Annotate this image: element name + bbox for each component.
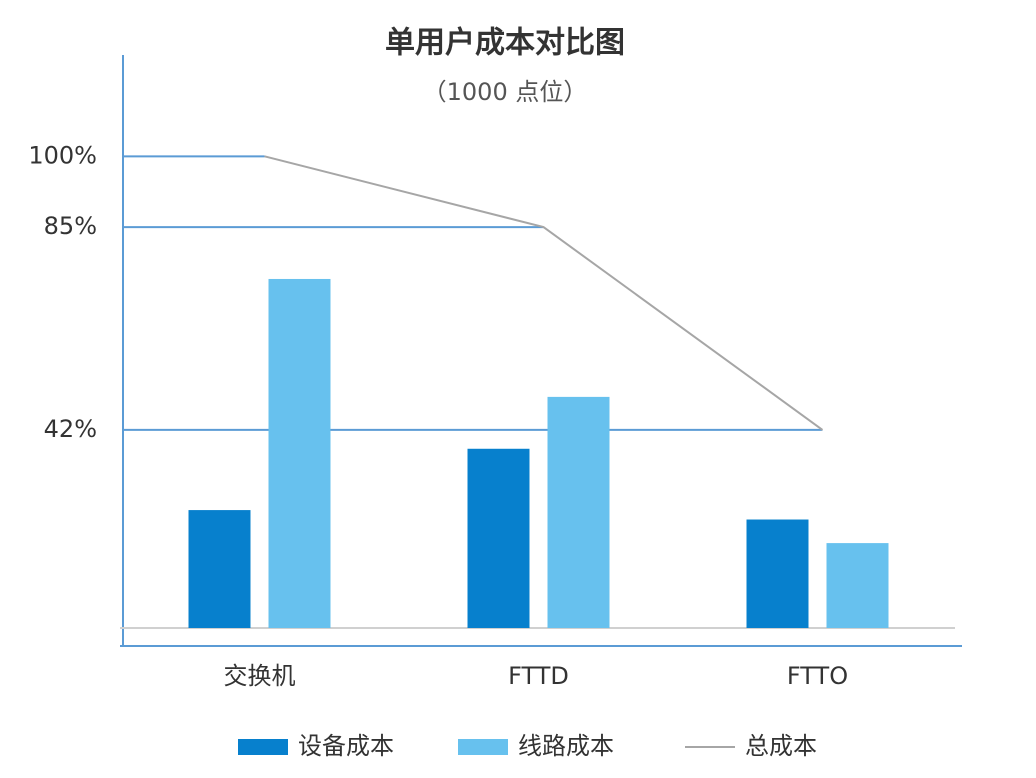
y-tick-label: 85% xyxy=(44,212,97,240)
legend-label: 设备成本 xyxy=(298,732,394,760)
chart-subtitle: （1000 点位） xyxy=(423,78,588,106)
legend-swatch xyxy=(238,739,288,755)
bar xyxy=(467,448,530,628)
y-tick-label: 100% xyxy=(28,141,97,169)
legend-swatch xyxy=(458,739,508,755)
x-tick-label: 交换机 xyxy=(224,662,296,690)
legend-label: 总成本 xyxy=(745,732,817,760)
x-tick-label: FTTD xyxy=(508,662,569,690)
bar xyxy=(746,519,809,628)
legend-label: 线路成本 xyxy=(518,732,614,760)
bar xyxy=(547,396,610,628)
x-tick-label: FTTO xyxy=(787,662,848,690)
y-tick-label: 42% xyxy=(44,415,97,443)
chart-title: 单用户成本对比图 xyxy=(385,26,625,61)
total-line xyxy=(264,155,824,431)
bar xyxy=(268,278,331,628)
bar xyxy=(826,543,889,628)
bar xyxy=(188,510,251,628)
